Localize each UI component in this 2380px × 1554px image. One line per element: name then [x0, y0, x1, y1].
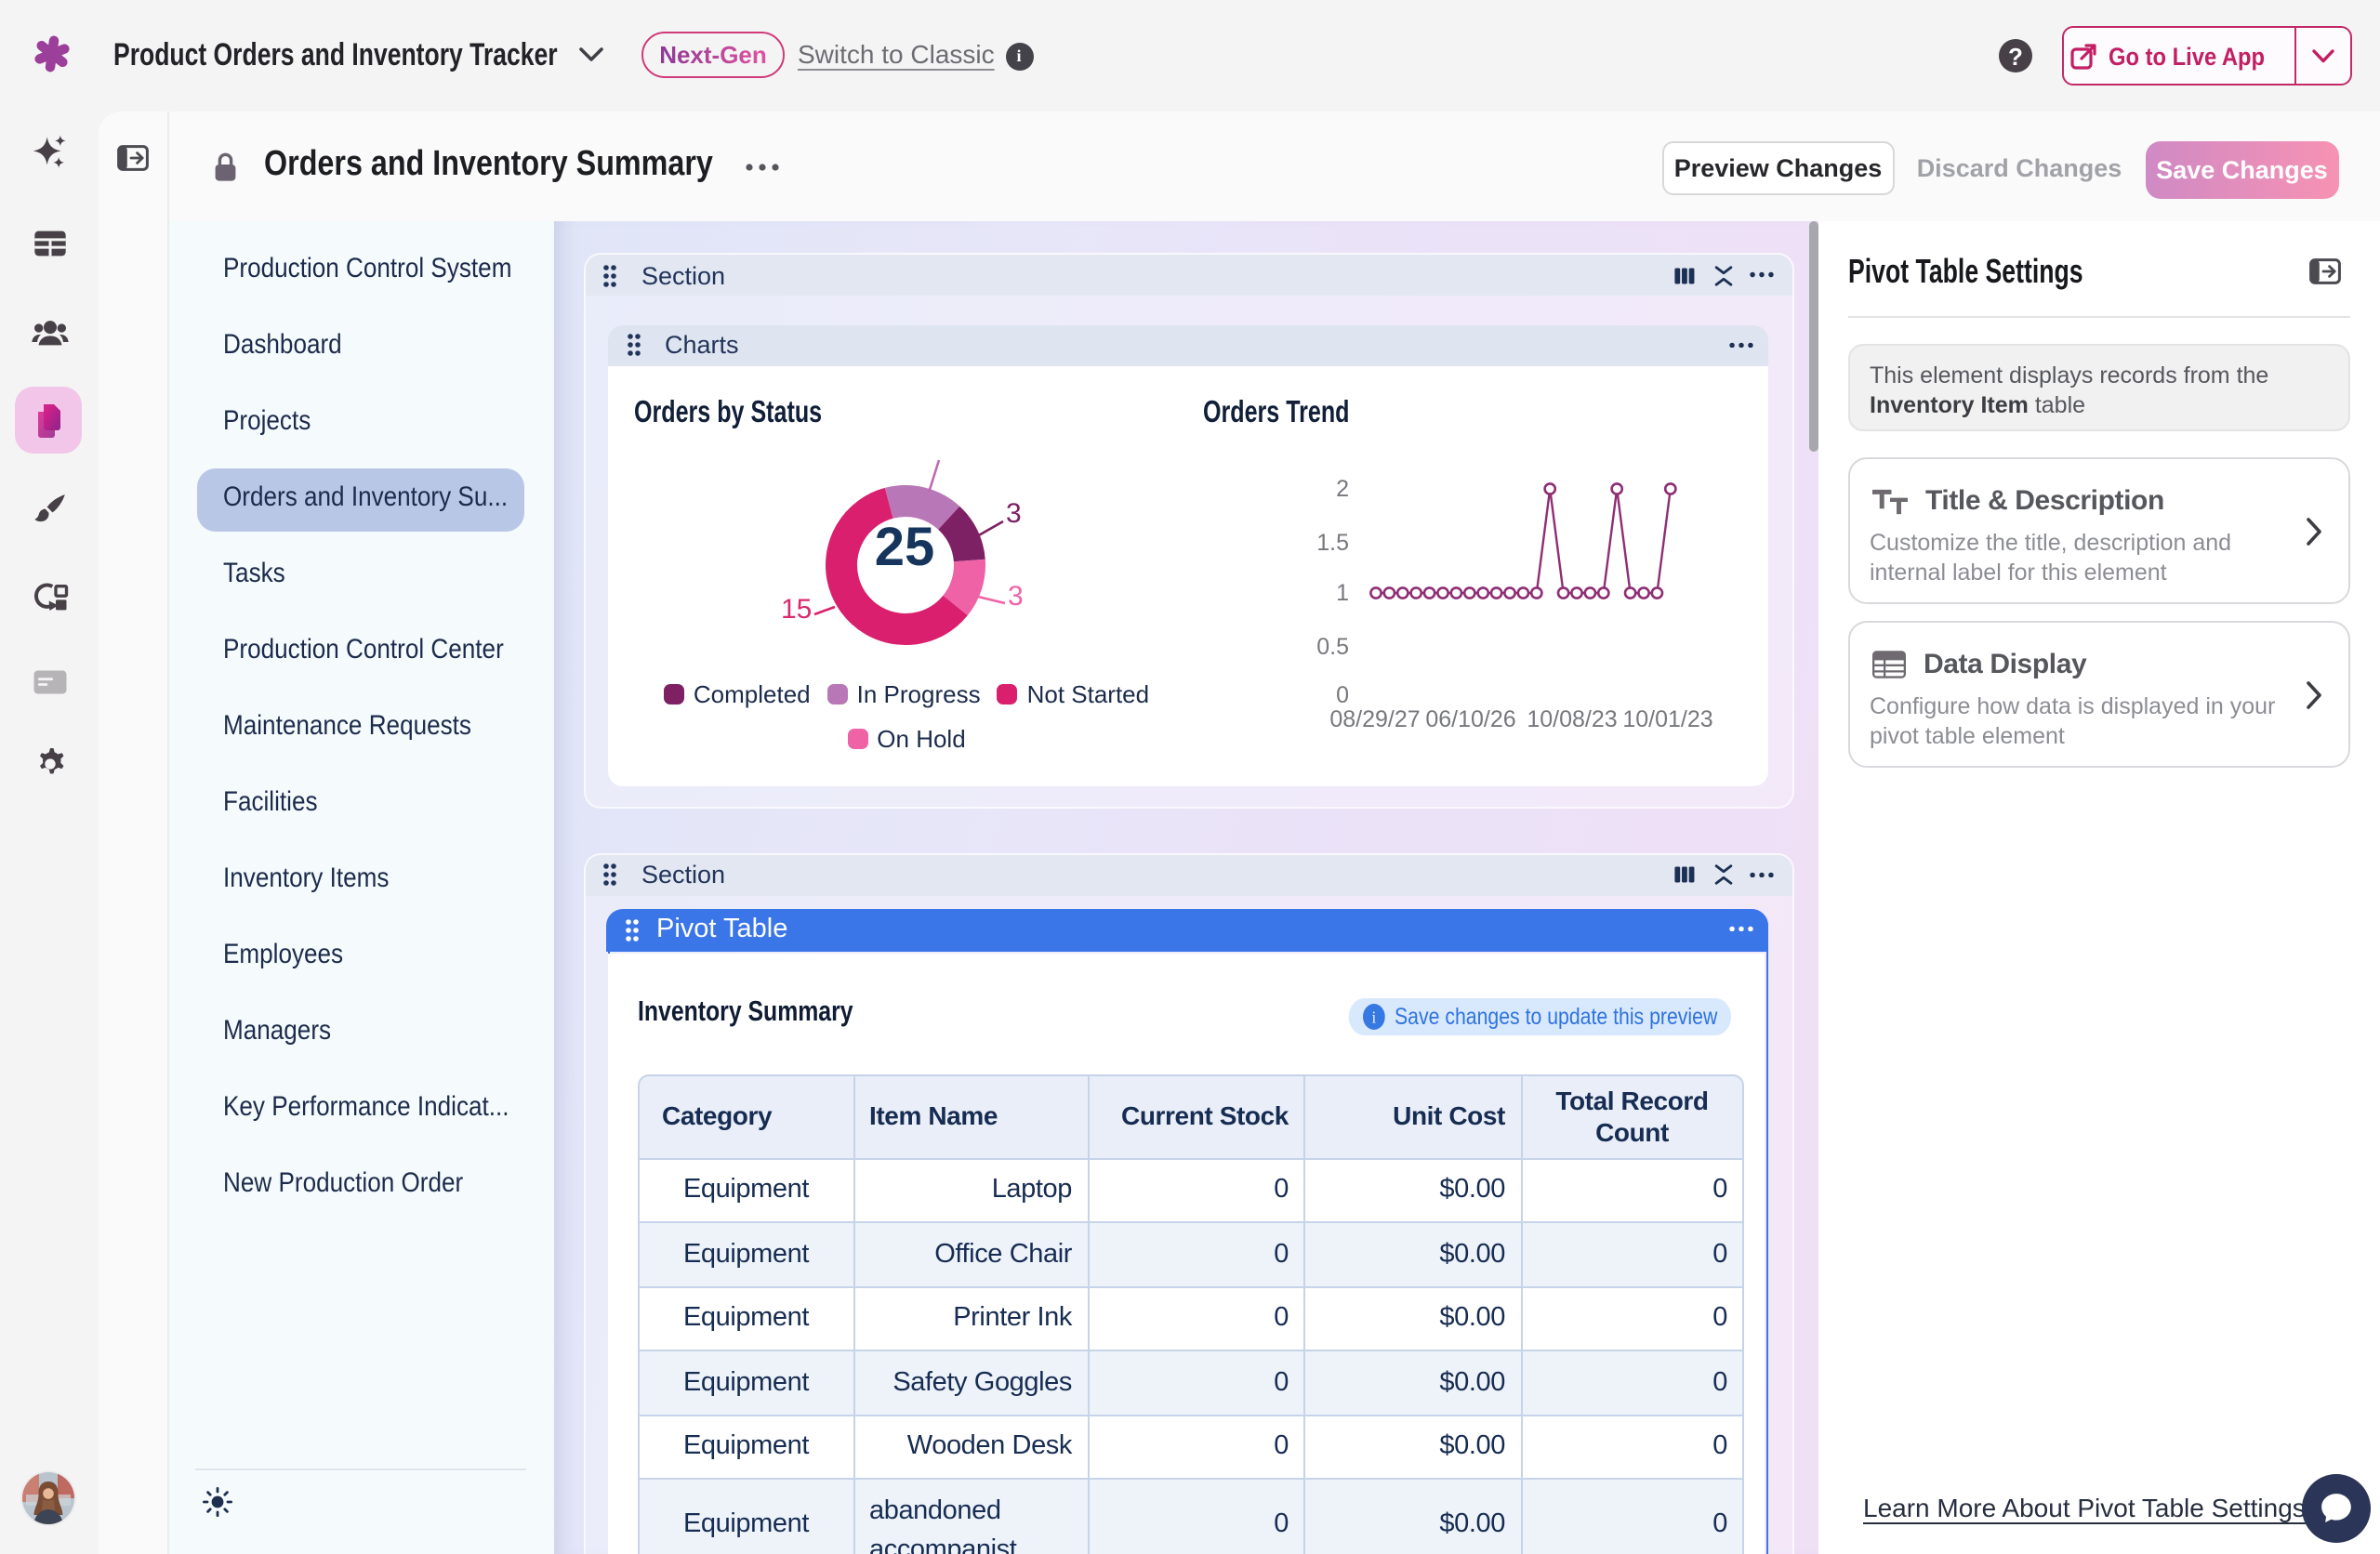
svg-text:3: 3: [1007, 580, 1023, 611]
svg-text:i: i: [1371, 1007, 1376, 1026]
svg-text:3: 3: [1005, 497, 1021, 528]
svg-text:15: 15: [780, 593, 811, 624]
